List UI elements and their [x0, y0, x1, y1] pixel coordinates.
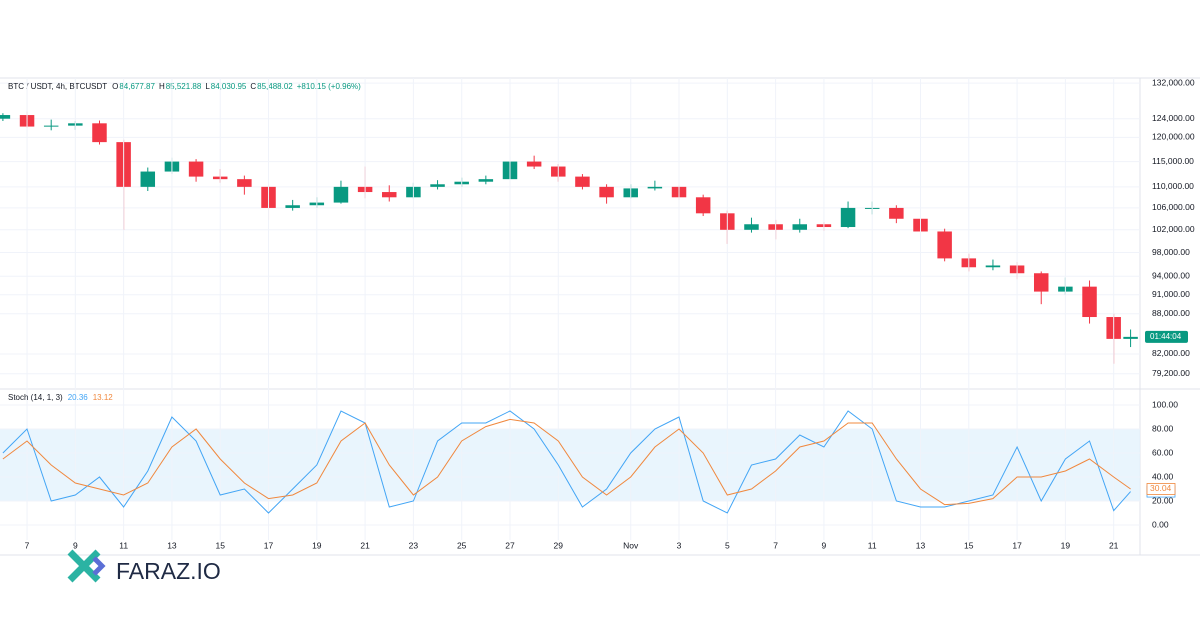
- x-tick-label: 15: [215, 540, 225, 550]
- stoch-line: [2, 418, 1131, 506]
- x-tick-label: 13: [916, 540, 926, 550]
- candle-body: [1033, 273, 1049, 292]
- x-tick-label: 29: [554, 540, 564, 550]
- x-tick-label: 9: [73, 540, 78, 550]
- x-tick-label: 21: [360, 540, 370, 550]
- x-tick-label: 23: [409, 540, 419, 550]
- y-tick-label: 106,000.00: [1152, 202, 1195, 212]
- y-tick-label: 60.00: [1152, 447, 1174, 457]
- x-tick-label: 5: [725, 540, 730, 550]
- x-tick-label: 19: [1061, 540, 1071, 550]
- ohlc-value: 85,488.02: [257, 82, 293, 91]
- logo-icon: [67, 549, 101, 583]
- candle-body: [792, 224, 808, 230]
- logo: FARAZ.IO: [67, 549, 221, 584]
- candle-body: [237, 179, 252, 187]
- ohlc-value: 84,030.95: [211, 82, 247, 91]
- y-tick-label: 40.00: [1152, 471, 1174, 481]
- y-tick-label: 94,000.00: [1152, 271, 1190, 281]
- value-tag: [1146, 483, 1176, 495]
- y-tick-label: 98,000.00: [1152, 247, 1190, 257]
- x-tick-label: 21: [1109, 540, 1119, 550]
- x-tick-label: 13: [167, 540, 177, 550]
- candle-body: [430, 184, 445, 187]
- symbol: BTC / USDT, 4h, BTCUSDT: [8, 82, 107, 91]
- x-tick-label: 27: [505, 540, 515, 550]
- candle-body: [188, 161, 204, 177]
- ohlc-label: L: [205, 82, 210, 91]
- candle-body: [889, 207, 904, 219]
- candle-body: [382, 192, 397, 198]
- countdown: 01:44:04: [1150, 332, 1182, 341]
- candle-body: [43, 125, 59, 127]
- candle-body: [478, 179, 494, 182]
- change: +810.15 (+0.96%): [297, 82, 361, 91]
- indicator-title: Stoch (14, 1, 3): [8, 393, 63, 402]
- candle-body: [526, 161, 542, 167]
- y-tick-label: 120,000.00: [1152, 132, 1195, 142]
- ohlc-value: 85,521.88: [166, 82, 202, 91]
- logo-icon-arrow: [92, 556, 106, 576]
- candle-body: [599, 186, 614, 198]
- band-fill: [0, 429, 1140, 501]
- y-tick-label: 82,000.00: [1152, 348, 1190, 358]
- candle-body: [647, 186, 663, 189]
- x-tick-label: 7: [25, 540, 30, 550]
- y-tick-label: 115,000.00: [1152, 156, 1194, 166]
- candle-body: [285, 205, 300, 208]
- x-tick-label: 9: [822, 540, 827, 550]
- y-tick-label: 80.00: [1152, 423, 1174, 433]
- y-tick-label: 79,200.00: [1152, 368, 1190, 378]
- y-tick-label: 0.00: [1152, 519, 1169, 529]
- x-tick-label: 7: [773, 540, 778, 550]
- y-tick-label: 102,000.00: [1152, 224, 1195, 234]
- x-tick-label: 17: [1012, 540, 1022, 550]
- x-tick-label: 15: [964, 540, 974, 550]
- x-tick-label: 3: [677, 540, 682, 550]
- candle-body: [140, 171, 156, 187]
- x-tick-label: 11: [868, 540, 877, 550]
- ohlc-value: 84,677.87: [119, 82, 155, 91]
- ohlc-label: H: [159, 82, 165, 91]
- ohlc-label: C: [250, 82, 256, 91]
- brand: FARAZ.IO: [116, 558, 221, 584]
- candle-body: [695, 197, 711, 214]
- candle-body: [92, 123, 107, 143]
- y-tick-label: 88,000.00: [1152, 308, 1190, 318]
- indicator-value: 13.12: [93, 393, 114, 402]
- value-tag-label: 30.04: [1150, 483, 1172, 493]
- y-tick-label: 124,000.00: [1152, 113, 1195, 123]
- y-tick-label: 91,000.00: [1152, 289, 1190, 299]
- indicator-value: 20.36: [68, 393, 89, 402]
- candle-body: [937, 231, 952, 259]
- candle-body: [0, 115, 11, 119]
- y-tick-label: 110,000.00: [1152, 181, 1194, 191]
- candle-body: [575, 176, 590, 187]
- stoch-line: [2, 410, 1131, 514]
- x-tick-label: 19: [312, 540, 322, 550]
- x-tick-label: Nov: [623, 540, 639, 550]
- countdown-tag: [1145, 330, 1188, 343]
- candle-body: [744, 224, 759, 230]
- y-tick-label: 100.00: [1152, 399, 1178, 409]
- x-tick-label: 11: [119, 540, 128, 550]
- candle-body: [985, 265, 1001, 268]
- candle-body: [333, 186, 349, 203]
- candle-body: [1123, 336, 1138, 339]
- candle-body: [840, 207, 856, 228]
- candle-body: [1082, 286, 1097, 318]
- y-tick-label: 20.00: [1152, 495, 1174, 505]
- x-tick-label: 25: [457, 540, 467, 550]
- y-tick-label: 132,000.00: [1152, 77, 1195, 87]
- ohlc-label: O: [112, 82, 118, 91]
- x-tick-label: 17: [264, 540, 274, 550]
